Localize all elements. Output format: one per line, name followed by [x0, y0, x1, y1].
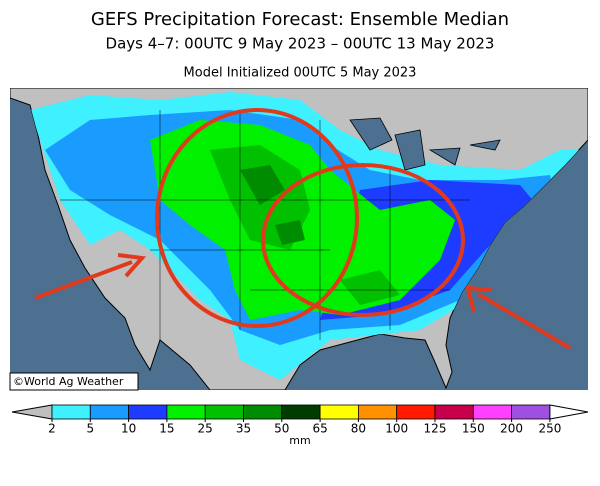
colorbar-segment [128, 404, 168, 420]
colorbar-segment [166, 404, 206, 420]
arrow [34, 253, 147, 300]
colorbar-unit: mm [289, 434, 310, 447]
colorbar-tick-label: 35 [236, 422, 251, 436]
colorbar-segment [319, 404, 359, 420]
colorbar: 2 5 10 15 25 35 50 65 80 100 125 150 200 250 [11, 404, 589, 436]
arrow [465, 285, 572, 350]
colorbar-tick-label: 25 [198, 422, 213, 436]
colorbar-segment [357, 404, 398, 420]
colorbar-tick-label: 150 [462, 422, 485, 436]
highlight-circle [155, 108, 359, 328]
colorbar-segment [434, 404, 474, 420]
colorbar-segment [89, 404, 130, 420]
colorbar-tick-label: 5 [86, 422, 94, 436]
colorbar-segment [396, 404, 436, 420]
title: GEFS Precipitation Forecast: Ensemble Me… [91, 9, 509, 30]
colorbar-tick-label: 80 [351, 422, 366, 436]
colorbar-tick-label: 2 [48, 422, 56, 436]
colorbar-tick-label: 200 [500, 422, 523, 436]
colorbar-segment [281, 404, 321, 420]
colorbar-tick-label: 10 [121, 422, 136, 436]
colorbar-over [549, 404, 589, 420]
colorbar-segment [243, 404, 283, 420]
subtitle: Days 4–7: 00UTC 9 May 2023 – 00UTC 13 Ma… [106, 35, 495, 53]
great-lakes [349, 117, 501, 171]
colorbar-segment [204, 404, 244, 420]
colorbar-segment [472, 404, 512, 420]
colorbar-tick-label: 50 [274, 422, 289, 436]
colorbar-tick-label: 125 [424, 422, 447, 436]
highlight-circle [261, 163, 465, 317]
colorbar-tick-label: 100 [385, 422, 408, 436]
colorbar-tick-label: 250 [538, 422, 561, 436]
colorbar-tick-label: 65 [312, 422, 327, 436]
borders [60, 110, 470, 340]
credit: ©World Ag Weather [13, 375, 124, 388]
init-time: Model Initialized 00UTC 5 May 2023 [184, 66, 417, 81]
credit-box [9, 372, 139, 391]
precip-35 [240, 165, 305, 245]
colorbar-segment [511, 404, 551, 420]
map: ©World Ag Weather [9, 88, 588, 391]
colorbar-tick-label: 15 [159, 422, 174, 436]
colorbar-segment [51, 404, 91, 420]
colorbar-under [11, 404, 53, 420]
